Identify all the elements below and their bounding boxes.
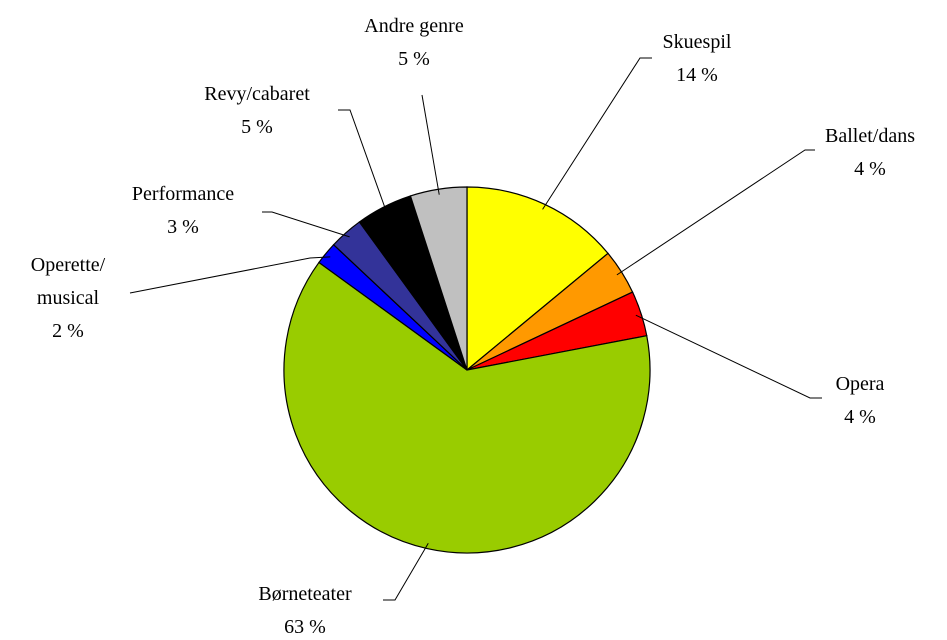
value-label: 3 %	[167, 216, 199, 238]
pie-slice	[283, 261, 651, 554]
slice-label: Børneteater 63 %	[258, 578, 351, 640]
slice-label: Andre genre 5 %	[364, 10, 463, 76]
slice-label: Ballet/dans 4 %	[825, 120, 915, 186]
value-label: 5 %	[241, 116, 273, 138]
slice-label: Performance 3 %	[132, 178, 234, 244]
category-label: Performance	[131, 183, 235, 205]
value-label: 2 %	[52, 320, 84, 342]
leader-line	[616, 149, 815, 276]
category-label: Børneteater	[258, 583, 352, 605]
slice-label: Opera 4 %	[836, 368, 885, 434]
category-label: Andre genre	[364, 15, 464, 37]
slice-label: Operette/ musical 2 %	[31, 249, 105, 348]
category-label: Skuespil	[662, 31, 732, 53]
leader-line	[421, 94, 440, 195]
pie-slice	[466, 186, 609, 372]
leader-line	[635, 314, 822, 399]
leader-line	[383, 542, 429, 601]
value-label: 63 %	[284, 616, 326, 638]
value-label: 4 %	[854, 158, 886, 180]
leader-line	[262, 211, 350, 238]
slice-label: Revy/cabaret 5 %	[204, 78, 310, 144]
leader-line	[129, 256, 331, 294]
category-label: Operette/ musical	[30, 254, 106, 309]
value-label: 14 %	[676, 64, 718, 86]
category-label: Opera	[835, 373, 885, 395]
leader-line	[542, 57, 652, 210]
category-label: Ballet/dans	[825, 125, 915, 147]
leader-line	[338, 109, 387, 213]
value-label: 5 %	[398, 48, 430, 70]
value-label: 4 %	[844, 406, 876, 428]
category-label: Revy/cabaret	[204, 83, 310, 105]
slice-label: Skuespil 14 %	[663, 26, 732, 92]
